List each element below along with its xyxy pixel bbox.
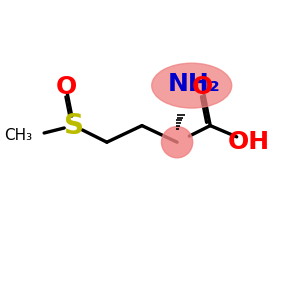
Text: O: O [192, 75, 213, 99]
Text: NH₂: NH₂ [167, 72, 220, 96]
Text: CH₃: CH₃ [4, 128, 33, 143]
Circle shape [161, 127, 193, 158]
Text: O: O [55, 75, 76, 99]
Ellipse shape [152, 63, 232, 108]
Text: OH: OH [228, 130, 270, 154]
Text: S: S [64, 112, 84, 140]
